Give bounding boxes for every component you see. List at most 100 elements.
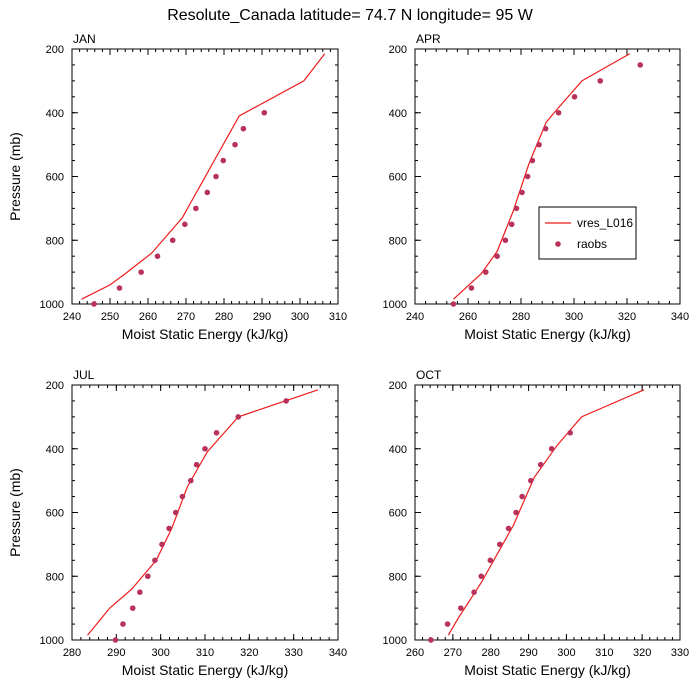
obs-point [182,221,188,228]
panel-label: OCT [416,368,442,382]
obs-point [154,253,161,259]
x-axis-label: Moist Static Energy (kJ/kg) [464,326,631,342]
legend-marker-swatch [555,241,561,247]
obs-point [202,445,208,452]
obs-point [145,573,151,580]
x-axis-label: Moist Static Energy (kJ/kg) [122,662,289,678]
obs-point [112,637,119,643]
obs-point [450,301,457,307]
panel-apr: 240 260 280 300 320 340 200 400 600 800 1000 APR Moi… [383,32,690,342]
x-tick-label: 340 [329,647,347,659]
obs-point [497,541,503,548]
panel-oct: 260 270 280 290 300 310 320 330 200 400 600 800 1000… [383,368,690,678]
obs-point [478,573,485,580]
y-tick-label: 400 [389,444,407,456]
y-axis-label: Pressure (mb) [7,132,23,221]
obs-point [505,525,512,532]
x-tick-label: 330 [284,647,302,659]
obs-point [513,509,519,516]
y-tick-label: 800 [46,235,64,247]
y-tick-label: 400 [46,108,64,120]
panel-jan: 240 250 260 270 280 290 300 310 200 400 600 800 1000… [7,32,347,342]
panel-jul: 280 290 300 310 320 330 340 200 400 600 800 1000 JUL… [7,368,347,678]
obs-point [193,461,200,468]
obs-point [283,398,289,404]
y-tick-label: 800 [46,571,64,583]
obs-point [169,237,176,244]
x-tick-label: 300 [565,311,583,323]
model-line [87,389,319,636]
obs-point [519,189,525,196]
obs-point [519,493,525,500]
obs-point [213,430,220,436]
x-tick-label: 310 [196,647,214,659]
y-tick-label: 200 [389,44,407,56]
y-tick-label: 1000 [40,635,64,647]
x-tick-label: 310 [329,311,347,323]
legend-box [538,206,637,260]
obs-point [235,414,242,420]
y-tick-label: 600 [389,508,407,520]
obs-point [494,253,500,259]
x-tick-label: 300 [151,647,169,659]
obs-point [542,125,549,132]
obs-point [232,141,238,148]
y-tick-label: 400 [46,444,64,456]
obs-point [487,557,494,564]
obs-point [548,445,555,452]
x-tick-label: 340 [671,311,689,323]
legend-obs-label: raobs [577,237,607,251]
x-tick-label: 270 [444,647,462,659]
x-tick-label: 260 [406,647,424,659]
y-axis-label: Pressure (mb) [7,468,23,557]
obs-point [179,493,186,500]
x-tick-label: 260 [459,311,477,323]
y-tick-label: 1000 [40,299,64,311]
x-tick-label: 240 [63,311,81,323]
obs-point [116,285,123,291]
obs-point [428,637,434,643]
obs-point [193,205,199,212]
legend-model-label: vres_L016 [577,216,633,230]
x-tick-label: 270 [177,311,195,323]
plot-frame [71,384,339,641]
x-tick-label: 240 [406,311,424,323]
x-axis-label: Moist Static Energy (kJ/kg) [122,326,289,342]
x-tick-label: 320 [633,647,651,659]
model-line [447,389,645,636]
obs-point [536,141,542,148]
x-tick-label: 280 [512,311,530,323]
plot-frame [414,48,681,305]
model-line [81,53,326,300]
y-tick-label: 1000 [383,299,407,311]
x-tick-label: 250 [101,311,119,323]
obs-point [91,301,97,307]
x-tick-label: 280 [215,311,233,323]
x-tick-label: 280 [63,647,81,659]
panel-label: APR [416,32,441,46]
obs-point [537,461,544,468]
y-tick-label: 600 [389,172,407,184]
obs-point [166,525,172,532]
y-tick-label: 600 [46,508,64,520]
y-tick-label: 400 [389,108,407,120]
x-tick-label: 260 [139,311,157,323]
obs-point [502,237,509,244]
obs-point [120,621,126,627]
obs-point [220,157,227,164]
obs-point [482,269,489,275]
obs-point [508,221,515,228]
x-tick-label: 300 [557,647,575,659]
x-tick-label: 280 [482,647,500,659]
figure-title: Resolute_Canada latitude= 74.7 N longitu… [167,7,533,24]
x-tick-label: 330 [671,647,689,659]
y-tick-label: 800 [389,571,407,583]
obs-point [172,509,179,516]
x-tick-label: 290 [519,647,537,659]
obs-point [188,477,194,484]
obs-point [261,109,268,116]
obs-point [571,94,578,100]
y-tick-label: 200 [46,380,64,392]
y-tick-label: 200 [389,380,407,392]
obs-point [129,605,136,611]
